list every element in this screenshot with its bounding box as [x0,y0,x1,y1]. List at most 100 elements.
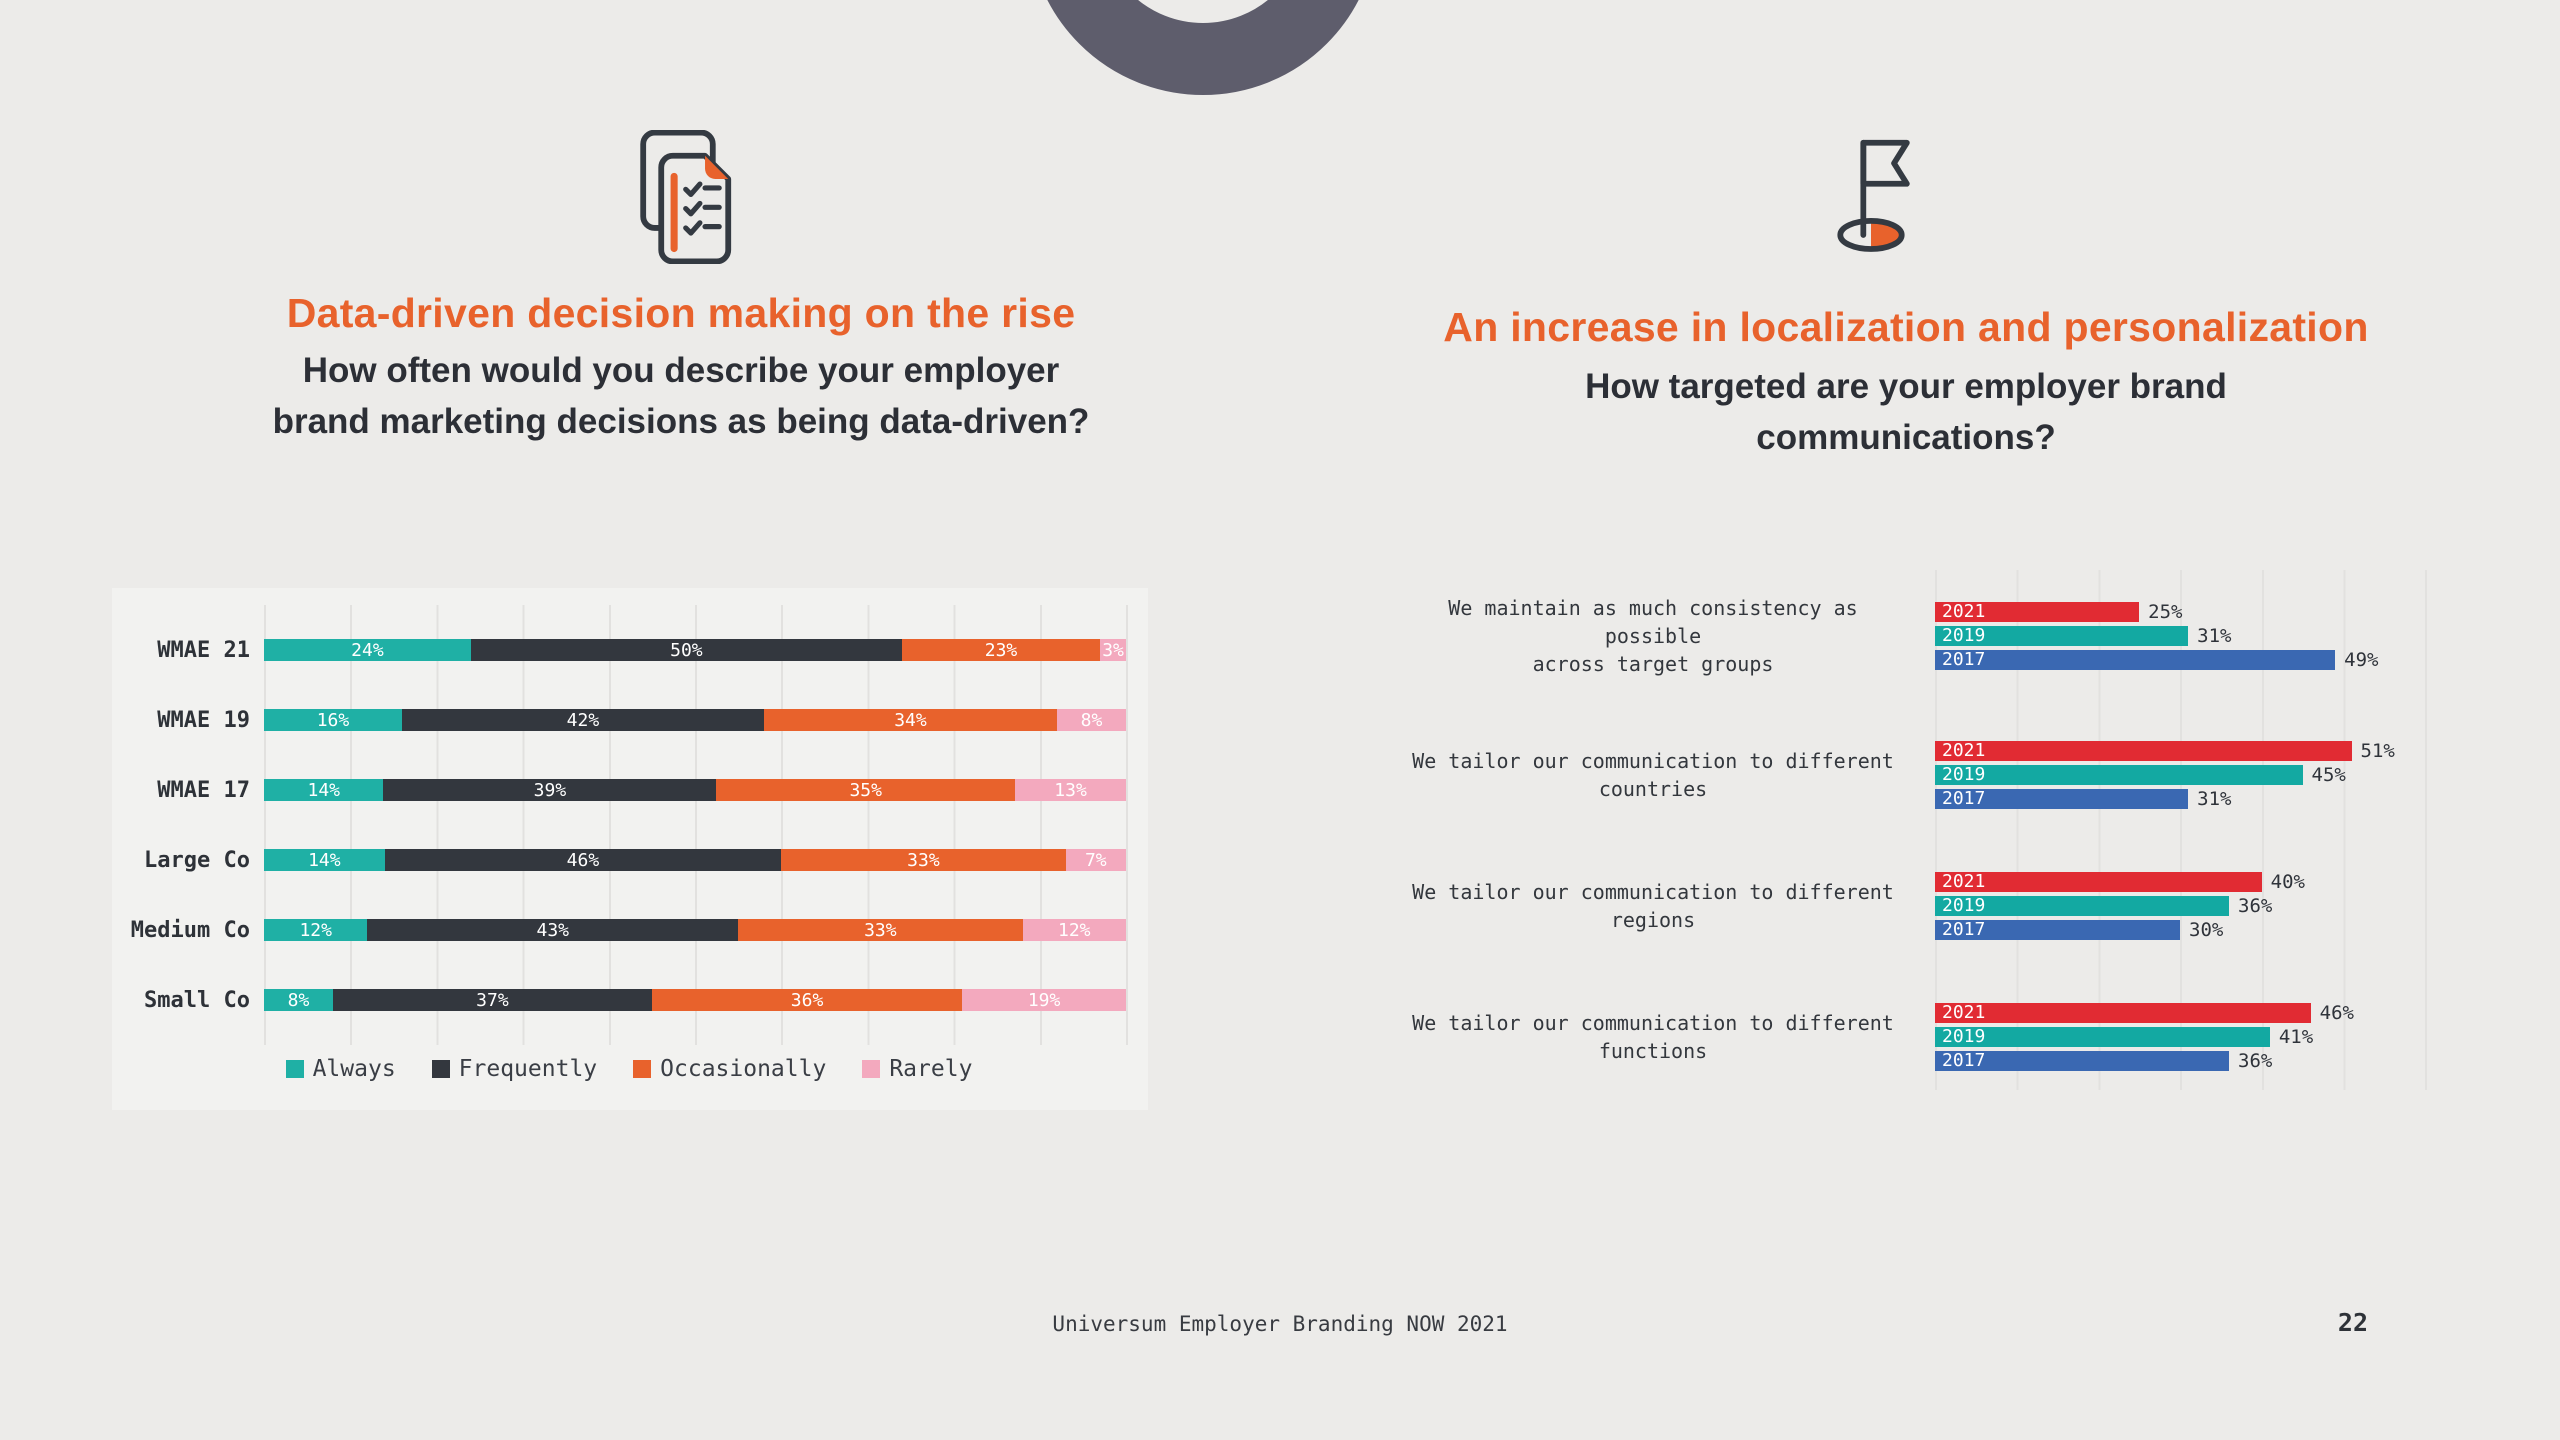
year-label: 2019 [1942,625,1986,646]
segment-value-label: 14% [307,779,340,801]
segment-value-label: 13% [1054,779,1087,801]
bar-segment-occasionally: 34% [763,709,1058,731]
segment-value-label: 12% [299,919,332,941]
bar-segment-occasionally: 33% [738,919,1023,941]
legend-swatch [431,1060,450,1078]
bar-segment-frequently: 42% [401,709,764,731]
bar-segment-always: 24% [264,639,471,661]
segment-value-label: 34% [894,709,927,731]
category-label: Medium Co [130,917,250,943]
segment-value-label: 23% [984,639,1018,661]
segment-value-label: 3% [1102,639,1124,661]
segment-value-label: 14% [308,849,341,871]
year-label: 2017 [1942,649,1986,670]
bar-segment-frequently: 50% [470,639,902,661]
stacked-bar: 24% 50% 23% 3% [264,639,1126,661]
bar-segment-occasionally: 33% [781,849,1066,871]
segment-value-label: 19% [1027,989,1061,1011]
year-bar-2021: 2021 [1935,741,2352,761]
grouped-bar-rows: We maintain as much consistency as possi… [1396,594,2546,1072]
universum-logo-ring [1028,0,1378,95]
year-bar-2019: 2019 [1935,625,2189,646]
year-bar-2017: 2017 [1935,920,2180,940]
value-label: 46% [2319,1002,2354,1024]
bar-segment-rarely: 3% [1100,639,1126,661]
segment-value-label: 39% [533,779,567,801]
bar-line: 2019 41% [1935,1026,2354,1048]
stacked-bar-row: WMAE 21 24% 50% 23% 3% [114,615,1144,685]
year-label: 2021 [1942,740,1986,761]
stacked-bar-row: Medium Co 12% 43% 33% 12% [114,895,1144,965]
bar-segment-rarely: 7% [1065,849,1126,871]
segment-value-label: 50% [670,639,703,661]
bar-segment-frequently: 39% [383,779,717,801]
value-label: 49% [2344,649,2379,671]
stacked-bar: 8% 37% 36% 19% [264,989,1126,1011]
bar-line: 2017 30% [1935,919,2305,941]
segment-value-label: 33% [907,849,940,871]
right-section-subtitle: How targeted are your employer brand com… [1585,367,2227,457]
year-label: 2019 [1942,764,1986,785]
legend-item: Always [285,1056,396,1082]
year-bar-2021: 2021 [1935,602,2140,622]
category-label: WMAE 19 [157,707,250,733]
category-label: Small Co [144,987,250,1013]
year-label: 2017 [1942,788,1986,809]
year-label: 2021 [1942,1002,1986,1023]
legend-item: Occasionally [633,1056,826,1082]
documents-checklist-icon [622,129,752,265]
segment-value-label: 35% [849,779,882,801]
footer-source-text: Universum Employer Branding NOW 2021 [1052,1312,1508,1336]
stacked-bar: 12% 43% 33% 12% [264,919,1126,941]
bar-group: We tailor our communication to different… [1396,871,2546,941]
segment-value-label: 42% [566,709,600,731]
legend-label: Rarely [889,1056,973,1082]
year-label: 2021 [1942,871,1986,892]
year-label: 2019 [1942,1026,1986,1047]
year-label: 2017 [1942,919,1986,940]
bar-line: 2021 46% [1935,1002,2354,1024]
legend-label: Occasionally [660,1056,827,1082]
stacked-bar-row: Large Co 14% 46% 33% 7% [114,825,1144,895]
value-label: 31% [2197,625,2232,647]
segment-value-label: 8% [1080,709,1103,731]
bar-group: We tailor our communication to different… [1396,1002,2546,1072]
segment-value-label: 8% [287,989,310,1011]
legend-label: Frequently [458,1056,598,1082]
legend-swatch [862,1060,881,1078]
value-label: 51% [2360,740,2395,762]
year-bar-2019: 2019 [1935,765,2303,785]
bar-segment-always: 14% [264,849,385,871]
group-bars: 2021 40% 2019 36% 2017 30% [1935,871,2305,941]
year-bar-2017: 2017 [1935,649,2336,670]
year-bar-2019: 2019 [1935,1027,2270,1047]
bar-segment-occasionally: 23% [901,639,1101,661]
segment-value-label: 7% [1084,849,1107,871]
left-chart-gridlines [264,605,1128,1045]
bar-segment-occasionally: 35% [716,779,1016,801]
bar-segment-rarely: 13% [1015,779,1126,801]
year-label: 2017 [1942,1050,1986,1071]
legend-swatch [285,1060,304,1078]
bar-segment-frequently: 37% [332,989,652,1011]
bar-segment-always: 8% [264,989,333,1011]
bar-segment-occasionally: 36% [651,989,963,1011]
stacked-bar-row: Small Co 8% 37% 36% 19% [114,965,1144,1035]
value-label: 31% [2197,788,2232,810]
segment-value-label: 16% [316,709,350,731]
bar-line: 2019 36% [1935,895,2305,917]
left-section-subtitle: How often would you describe your employ… [272,351,1090,441]
bar-line: 2017 49% [1935,649,2379,671]
bar-segment-always: 14% [264,779,384,801]
bar-group: We maintain as much consistency as possi… [1396,594,2546,678]
value-label: 40% [2270,871,2305,893]
stacked-bar-row: WMAE 17 14% 39% 35% 13% [114,755,1144,825]
group-label: We tailor our communication to different… [1412,880,1894,932]
stacked-bar: 14% 46% 33% 7% [264,849,1126,871]
bar-segment-rarely: 8% [1057,709,1126,731]
year-bar-2021: 2021 [1935,1003,2311,1023]
value-label: 45% [2311,764,2346,786]
stacked-bar-chart: WMAE 21 24% 50% 23% 3% WMAE 19 16% 42% 34% 8% WMAE… [114,605,1144,1045]
left-section-title: Data-driven decision making on the rise [286,290,1076,336]
